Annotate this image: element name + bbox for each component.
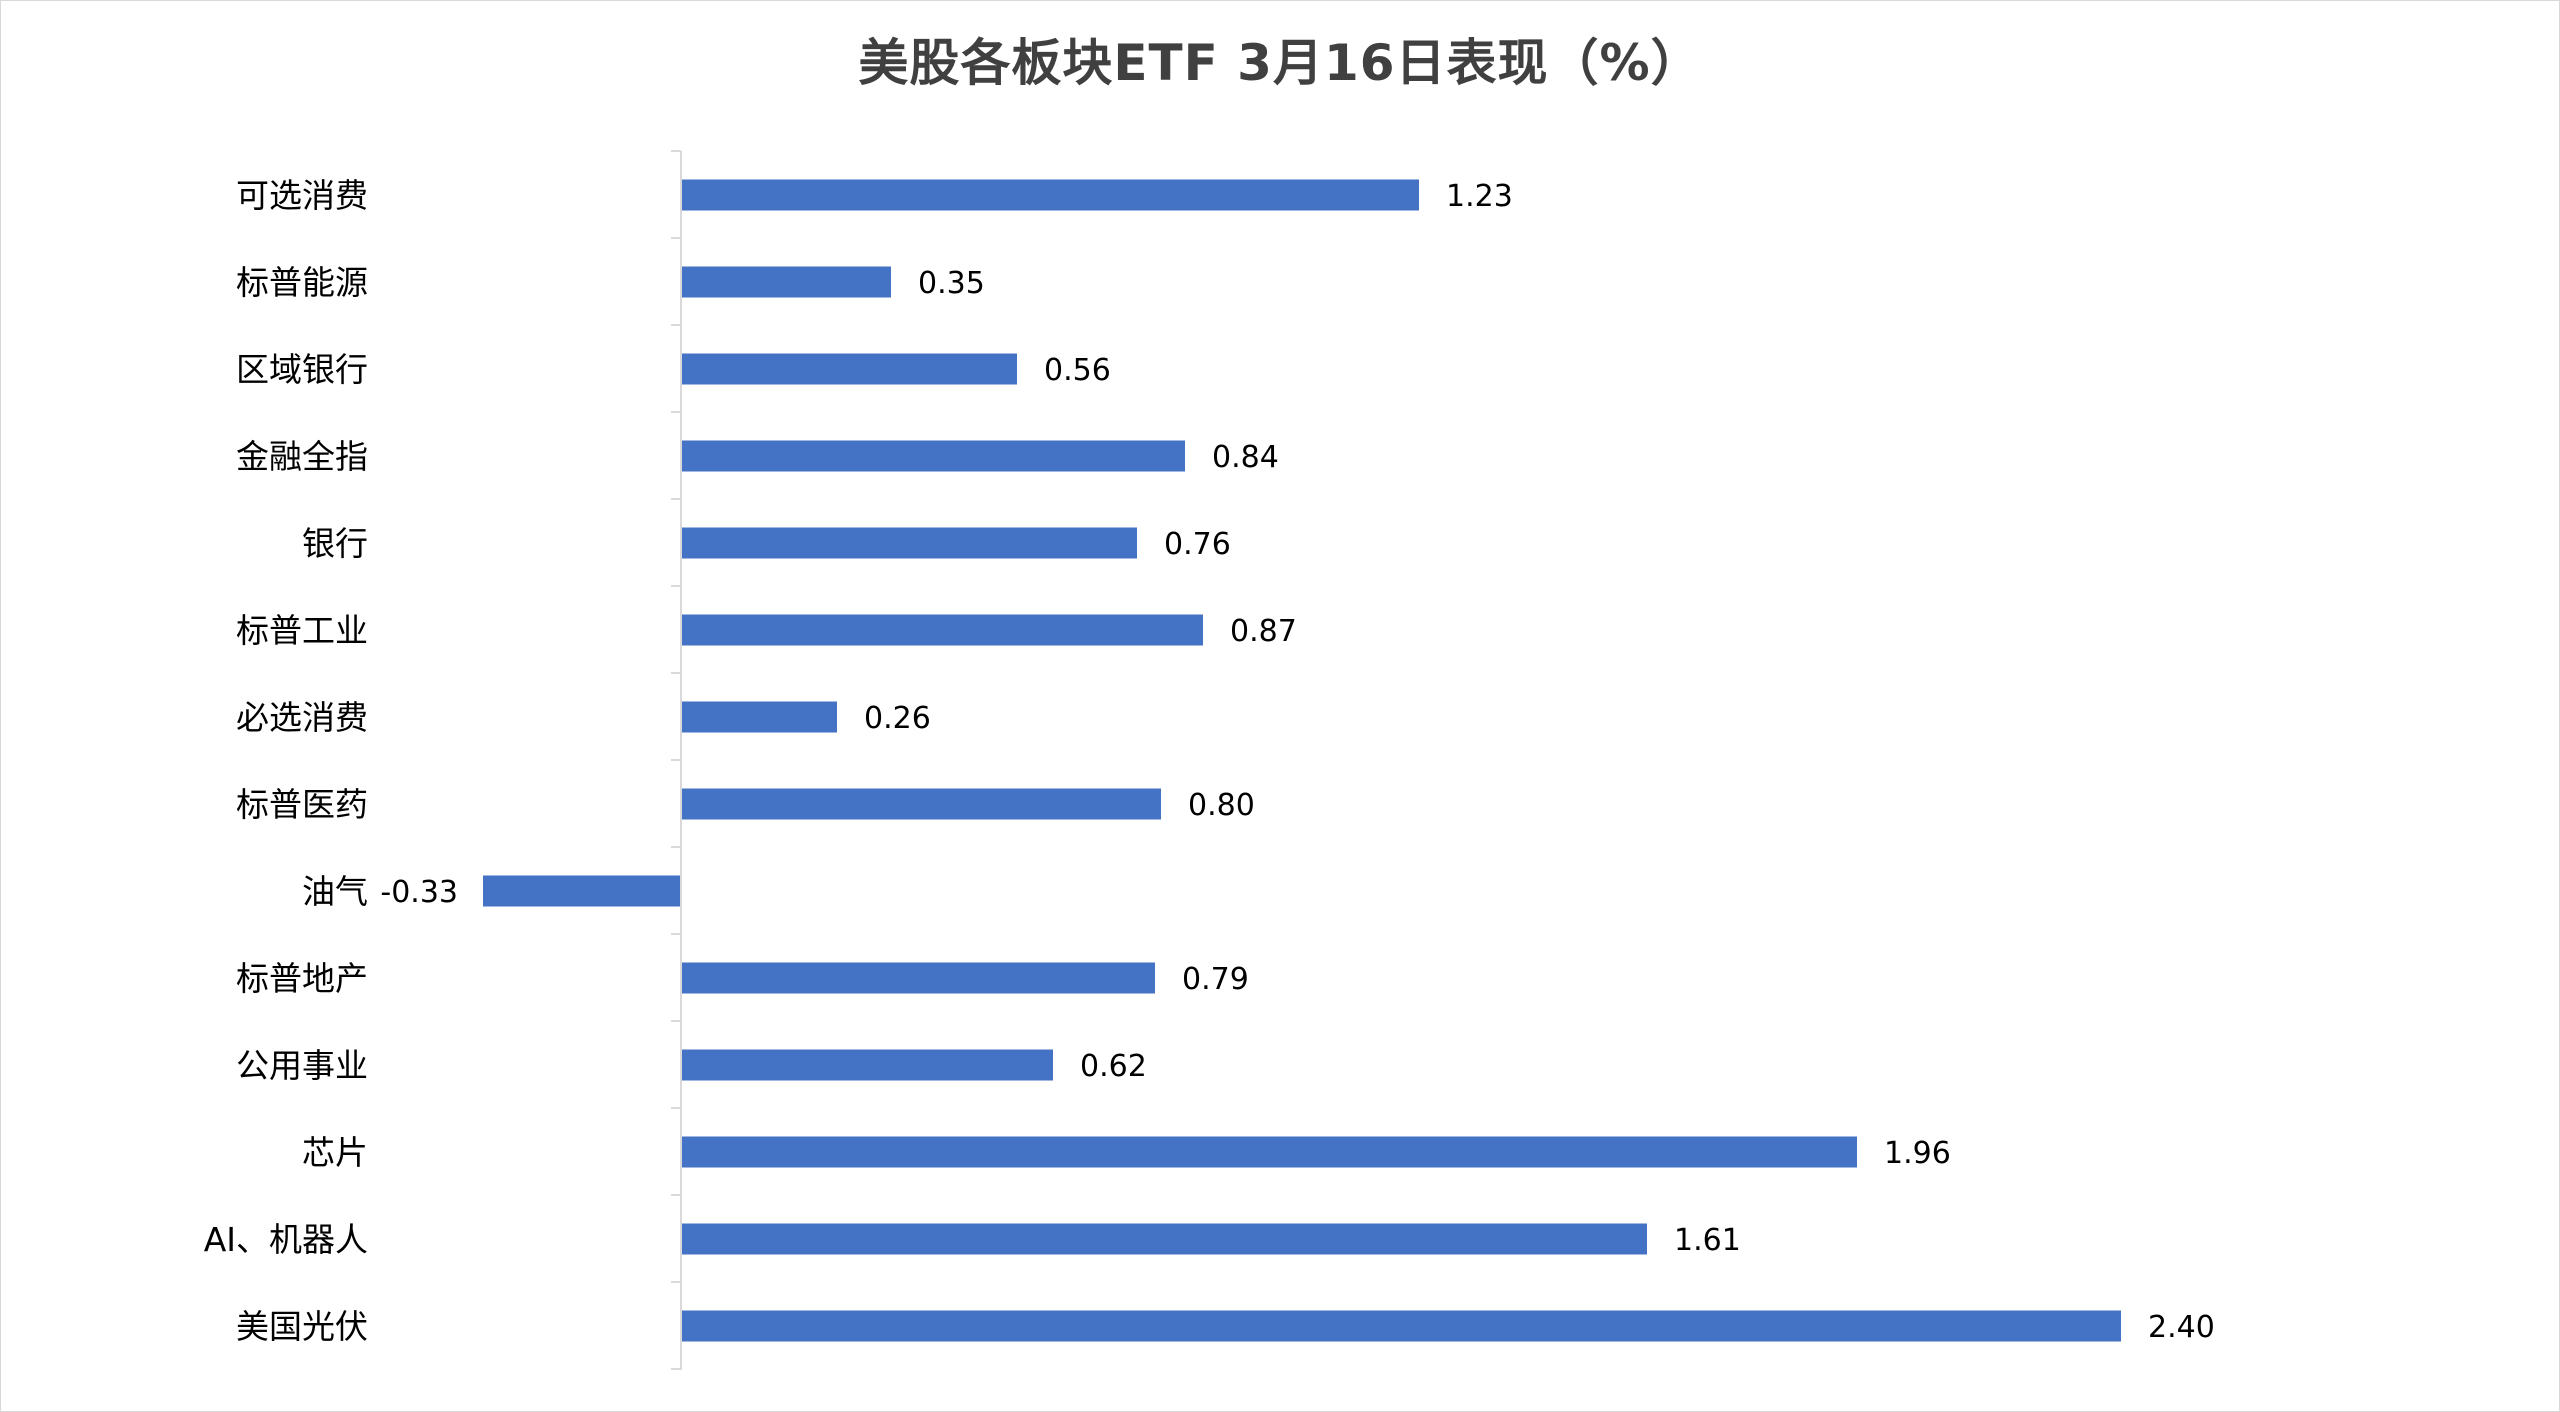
bar-11: [681, 1136, 1857, 1168]
category-label-12: AI、机器人: [204, 1220, 368, 1259]
category-label-10: 公用事业: [236, 1046, 368, 1085]
value-label-2: 0.56: [1044, 353, 1111, 388]
value-label-3: 0.84: [1212, 440, 1279, 475]
bar-0: [681, 179, 1419, 211]
chart-title: 美股各板块ETF 3月16日表现（%）: [858, 34, 1702, 92]
value-label-4: 0.76: [1164, 527, 1231, 562]
bar-5: [681, 614, 1203, 646]
value-label-6: 0.26: [864, 701, 931, 736]
value-label-11: 1.96: [1884, 1136, 1951, 1171]
category-label-7: 标普医药: [236, 785, 368, 824]
value-label-13: 2.40: [2148, 1310, 2215, 1345]
bar-8: [483, 875, 681, 907]
category-label-5: 标普工业: [236, 611, 368, 650]
category-axis: [671, 150, 682, 1370]
value-label-1: 0.35: [918, 266, 985, 301]
bar-12: [681, 1223, 1647, 1255]
value-label-9: 0.79: [1182, 962, 1249, 997]
category-label-4: 银行: [302, 524, 368, 563]
labels-layer: 1.23 可选消费 0.35 标普能源 0.56 区域银行 0.84 金融全指 0.76 银行 0.…: [204, 176, 2215, 1346]
value-label-12: 1.61: [1674, 1223, 1741, 1258]
bar-1: [681, 266, 891, 298]
bar-2: [681, 353, 1017, 385]
value-label-0: 1.23: [1446, 179, 1513, 214]
bar-9: [681, 962, 1155, 994]
category-label-3: 金融全指: [236, 437, 368, 476]
bar-6: [681, 701, 837, 733]
category-label-13: 美国光伏: [236, 1307, 368, 1346]
category-label-1: 标普能源: [236, 263, 368, 302]
bar-13: [681, 1310, 2121, 1342]
category-label-6: 必选消费: [236, 698, 368, 737]
bars-layer: [483, 179, 2121, 1342]
bar-7: [681, 788, 1161, 820]
category-label-11: 芯片: [302, 1133, 368, 1172]
bar-10: [681, 1049, 1053, 1081]
category-label-8: 油气: [302, 872, 368, 911]
category-label-0: 可选消费: [236, 176, 368, 215]
value-label-8: -0.33: [380, 875, 458, 910]
category-label-2: 区域银行: [236, 350, 368, 389]
category-label-9: 标普地产: [236, 959, 368, 998]
value-label-7: 0.80: [1188, 788, 1255, 823]
bar-3: [681, 440, 1185, 472]
bar-4: [681, 527, 1137, 559]
value-label-10: 0.62: [1080, 1049, 1147, 1084]
value-label-5: 0.87: [1230, 614, 1297, 649]
